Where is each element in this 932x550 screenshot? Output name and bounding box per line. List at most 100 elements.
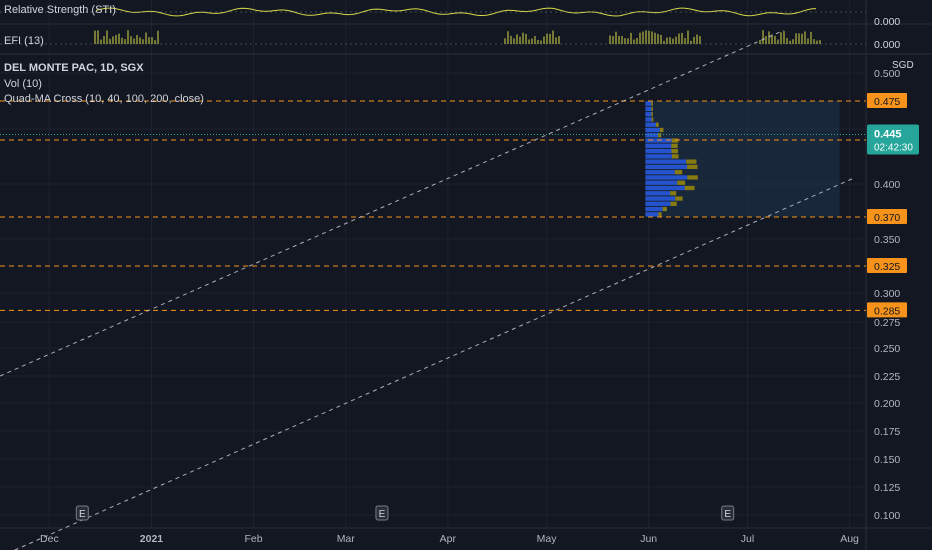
level-tag (867, 302, 907, 318)
last-price-value: 0.445 (874, 129, 902, 141)
profile-row (645, 175, 688, 180)
profile-row (645, 127, 660, 133)
last-price-countdown: 02:42:30 (874, 143, 913, 154)
relative-strength-pane: 0.000 (0, 7, 900, 28)
profile-row-down (684, 185, 695, 191)
level-tag (867, 258, 907, 273)
profile-row (645, 148, 672, 154)
channel-lower-line (13, 178, 854, 550)
profile-row (645, 196, 676, 201)
volume-profile (645, 101, 840, 217)
profile-row-down (674, 170, 683, 175)
x-tick-label: Aug (840, 533, 859, 545)
rs-legend: Relative Strength (STI) (4, 4, 116, 16)
profile-row-down (655, 122, 659, 127)
profile-row (645, 154, 672, 159)
profile-row-down (671, 148, 678, 154)
y-tick-label: 0.225 (874, 371, 900, 383)
profile-row-down (662, 206, 667, 212)
level-tag (867, 93, 907, 108)
earnings-marker (721, 505, 735, 521)
earnings-marker-label: E (379, 509, 386, 520)
y-tick-label: 0.150 (874, 454, 900, 466)
profile-row-down (671, 143, 678, 148)
horizontal-levels (0, 100, 866, 311)
profile-row (645, 133, 659, 138)
profile-row (645, 170, 675, 175)
currency-label: SGD (892, 60, 914, 71)
profile-row (645, 159, 687, 164)
efi-legend: EFI (13) (4, 35, 44, 47)
last-price-tag (867, 124, 919, 155)
profile-row (645, 112, 652, 117)
profile-row (645, 191, 671, 196)
profile-row (645, 206, 663, 212)
profile-row (645, 180, 678, 185)
y-tick-label: 0.300 (874, 288, 900, 300)
profile-row-down (658, 133, 662, 138)
level-tag-label: 0.475 (874, 96, 900, 108)
profile-row-down (651, 112, 653, 117)
y-tick-label: 0.100 (874, 510, 900, 522)
profile-row (645, 143, 672, 148)
rs-line (95, 7, 817, 17)
profile-row-down (658, 212, 662, 217)
earnings-marker (75, 505, 89, 521)
x-tick-label: Jul (741, 533, 754, 545)
profile-row-down (687, 175, 698, 180)
profile-row-down (671, 138, 679, 143)
y-tick-label: 0.350 (874, 234, 900, 246)
profile-row-down (677, 180, 686, 185)
x-tick-label: Feb (244, 533, 262, 545)
channel-upper-line (0, 29, 784, 377)
y-tick-label: 0.250 (874, 343, 900, 355)
profile-row (645, 117, 652, 122)
profile-row (645, 212, 659, 217)
profile-row (645, 106, 652, 112)
profile-row (645, 138, 672, 143)
earnings-marker-label: E (724, 509, 731, 520)
x-tick-label: Dec (40, 533, 59, 545)
profile-row-down (670, 191, 677, 196)
trend-channel (0, 29, 854, 550)
level-tag-label: 0.285 (874, 305, 900, 317)
earnings-marker-label: E (79, 509, 86, 520)
profile-row (645, 201, 671, 206)
profile-row-down (651, 106, 653, 112)
level-tag (867, 209, 907, 224)
y-tick-label: 0.175 (874, 426, 900, 438)
x-tick-label: Jun (640, 533, 657, 545)
rs-value: 0.000 (874, 16, 900, 28)
x-tick-label: Apr (440, 533, 457, 545)
level-tag-label: 0.325 (874, 261, 900, 273)
profile-row-down (671, 154, 679, 159)
time-axis[interactable]: Dec 2021 Feb Mar Apr May Jun Jul Aug (40, 533, 859, 545)
earnings-marker (375, 505, 389, 521)
profile-row (645, 164, 688, 170)
y-tick-label: 0.125 (874, 482, 900, 494)
level-tag-label: 0.370 (874, 212, 900, 224)
profile-row-down (686, 159, 697, 164)
profile-row (645, 122, 656, 127)
efi-pane: 0.000 (0, 30, 900, 51)
y-tick-label: 0.200 (874, 398, 900, 410)
efi-value: 0.000 (874, 39, 900, 51)
y-tick-label: 0.400 (874, 179, 900, 191)
x-tick-label: Mar (337, 533, 356, 545)
y-tick-label: 0.275 (874, 317, 900, 329)
profile-row (645, 101, 652, 106)
profile-row-down (659, 127, 664, 133)
y-tick-label: 0.500 (874, 68, 900, 80)
profile-row-down (670, 201, 677, 206)
profile-row-down (651, 117, 654, 122)
x-tick-label: 2021 (140, 533, 164, 545)
profile-row-down (687, 164, 698, 170)
symbol-title: DEL MONTE PAC, 1D, SGX (4, 62, 144, 74)
x-tick-label: May (537, 533, 558, 545)
profile-row (645, 185, 685, 191)
